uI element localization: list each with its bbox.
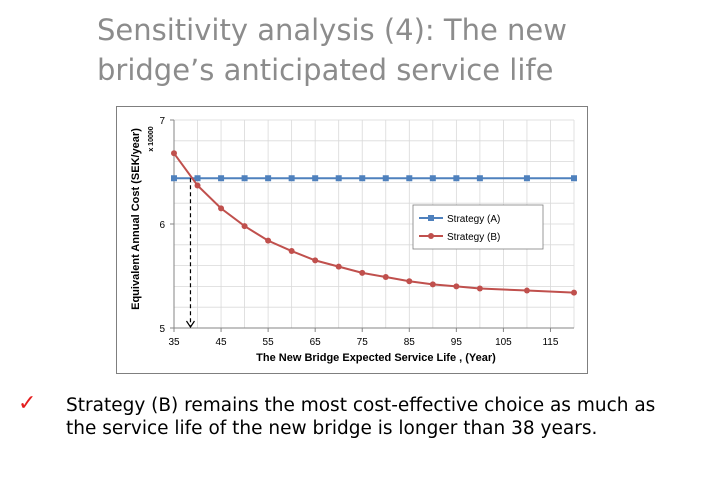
y-axis-multiplier: x 10000 bbox=[148, 126, 155, 151]
data-point-strategy-b bbox=[406, 278, 413, 285]
data-point-strategy-a bbox=[194, 175, 201, 182]
tick-labels: 35 45 55 65 75 85 95 105 115 5 6 7 bbox=[159, 116, 558, 348]
data-point-strategy-a bbox=[171, 175, 177, 182]
x-tick-label: 85 bbox=[404, 337, 416, 348]
chart-frame: 35 45 55 65 75 85 95 105 115 5 6 7 Equivalent Annua… bbox=[116, 106, 588, 374]
data-point-strategy-b bbox=[382, 274, 389, 281]
data-point-strategy-b bbox=[194, 182, 201, 189]
data-point-strategy-a bbox=[359, 175, 366, 182]
data-point-strategy-a bbox=[241, 175, 248, 182]
data-point-strategy-a bbox=[476, 175, 483, 182]
data-point-strategy-b bbox=[218, 205, 225, 212]
data-point-strategy-a bbox=[335, 175, 342, 182]
data-point-strategy-b bbox=[429, 281, 436, 288]
conclusion-text: Strategy (B) remains the most cost-effec… bbox=[66, 395, 656, 439]
legend-label-strategy-b: Strategy (B) bbox=[447, 232, 500, 243]
data-point-strategy-b bbox=[312, 257, 319, 264]
data-point-strategy-a bbox=[429, 175, 436, 182]
break-even-annotation bbox=[185, 178, 195, 329]
data-series bbox=[171, 150, 577, 296]
legend-item-strategy-a: Strategy (A) bbox=[419, 214, 500, 225]
x-tick-label: 105 bbox=[495, 337, 512, 348]
legend-item-strategy-b: Strategy (B) bbox=[419, 232, 500, 243]
legend-label-strategy-a: Strategy (A) bbox=[447, 214, 500, 225]
data-point-strategy-a bbox=[406, 175, 413, 182]
data-point-strategy-a bbox=[265, 175, 272, 182]
data-point-strategy-b bbox=[335, 263, 342, 270]
legend-circle-marker-icon bbox=[428, 233, 434, 239]
data-point-strategy-a bbox=[453, 175, 460, 182]
data-point-strategy-b bbox=[453, 283, 460, 290]
y-tick-label: 6 bbox=[159, 220, 165, 231]
series-line-strategy-b bbox=[173, 152, 575, 294]
data-point-strategy-b bbox=[476, 285, 483, 292]
x-axis-title: The New Bridge Expected Service Life , (… bbox=[256, 352, 496, 364]
check-mark-icon: ✓ bbox=[18, 391, 37, 416]
data-point-strategy-b bbox=[288, 248, 295, 255]
data-point-strategy-b bbox=[265, 237, 272, 244]
data-point-strategy-b bbox=[523, 287, 530, 294]
data-point-strategy-a bbox=[312, 175, 319, 182]
x-tick-label: 35 bbox=[168, 337, 180, 348]
x-tick-label: 75 bbox=[357, 337, 369, 348]
chart-legend: Strategy (A) Strategy (B) bbox=[412, 204, 544, 250]
legend-square-marker-icon bbox=[428, 215, 434, 221]
data-point-strategy-a bbox=[288, 175, 295, 182]
data-point-strategy-b bbox=[171, 150, 177, 157]
x-tick-label: 115 bbox=[542, 337, 558, 348]
arrow-head-icon bbox=[185, 320, 195, 329]
conclusion-bullet: ✓ Strategy (B) remains the most cost-eff… bbox=[0, 392, 705, 472]
slide-title: Sensitivity analysis (4): The new bridge… bbox=[97, 13, 567, 87]
data-point-strategy-a bbox=[218, 175, 225, 182]
data-point-strategy-a bbox=[523, 175, 530, 182]
data-point-strategy-b bbox=[359, 269, 366, 276]
x-tick-label: 65 bbox=[310, 337, 322, 348]
y-axis-title: Equivalent Annual Cost (SEK/year) bbox=[130, 128, 142, 310]
x-tick-label: 95 bbox=[451, 337, 463, 348]
data-point-strategy-b bbox=[241, 223, 248, 230]
data-point-strategy-a bbox=[571, 175, 577, 182]
x-tick-label: 55 bbox=[263, 337, 275, 348]
line-chart: 35 45 55 65 75 85 95 105 115 5 6 7 Equivalent Annua… bbox=[130, 116, 577, 364]
x-tick-label: 45 bbox=[215, 337, 227, 348]
data-point-strategy-a bbox=[382, 175, 389, 182]
legend-box bbox=[412, 204, 544, 250]
y-tick-label: 7 bbox=[159, 116, 165, 127]
y-tick-label: 5 bbox=[159, 324, 165, 335]
data-point-strategy-b bbox=[571, 289, 577, 296]
